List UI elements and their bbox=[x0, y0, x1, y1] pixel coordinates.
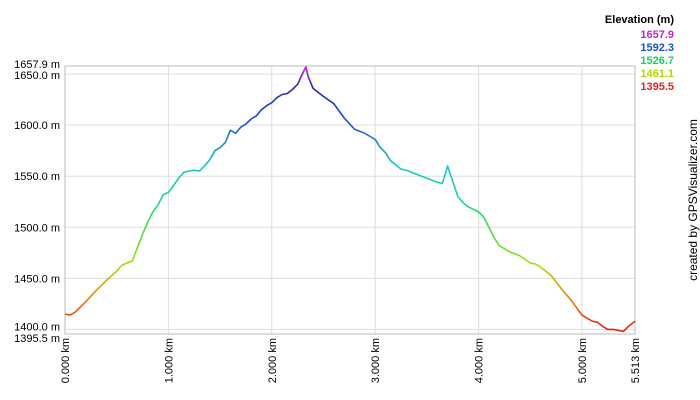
legend: 1657.9 1592.3 1526.7 1461.1 1395.5 bbox=[640, 29, 674, 94]
legend-entry: 1461.1 bbox=[640, 68, 674, 80]
credit-text: created by GPSVisualizer.com bbox=[686, 119, 700, 281]
elevation-profile-line bbox=[64, 66, 636, 333]
y-tick-label: 1500.0 m bbox=[14, 222, 60, 234]
x-tick-label: 4.000 km bbox=[474, 338, 486, 383]
plot-frame bbox=[64, 65, 636, 335]
legend-entry: 1395.5 bbox=[640, 81, 674, 93]
x-tick-label: 2.000 km bbox=[267, 338, 279, 383]
vertical-gridlines bbox=[64, 66, 636, 334]
y-tick-label: 1650.0 m bbox=[14, 70, 60, 82]
x-tick-label: 0.000 km bbox=[60, 338, 72, 383]
legend-entry: 1592.3 bbox=[640, 42, 674, 54]
x-tick-label: 5.513 km bbox=[630, 338, 642, 383]
x-tick-label: 1.000 km bbox=[163, 338, 175, 383]
y-tick-label: 1395.5 m bbox=[14, 333, 60, 345]
horizontal-gridlines bbox=[65, 65, 635, 335]
x-tick-labels: 0.000 km 1.000 km 2.000 km 3.000 km 4.000 km… bbox=[60, 338, 642, 383]
y-tick-label: 1600.0 m bbox=[14, 120, 60, 132]
x-tick-label: 5.000 km bbox=[577, 338, 589, 383]
legend-entry: 1657.9 bbox=[640, 29, 674, 41]
legend-entry: 1526.7 bbox=[640, 55, 674, 67]
x-tick-label: 3.000 km bbox=[370, 338, 382, 383]
legend-title: Elevation (m) bbox=[604, 14, 674, 26]
y-tick-label: 1400.0 m bbox=[14, 321, 60, 333]
y-tick-label: 1657.9 m bbox=[14, 59, 60, 71]
y-tick-label: 1550.0 m bbox=[14, 171, 60, 183]
y-tick-label: 1450.0 m bbox=[14, 273, 60, 285]
